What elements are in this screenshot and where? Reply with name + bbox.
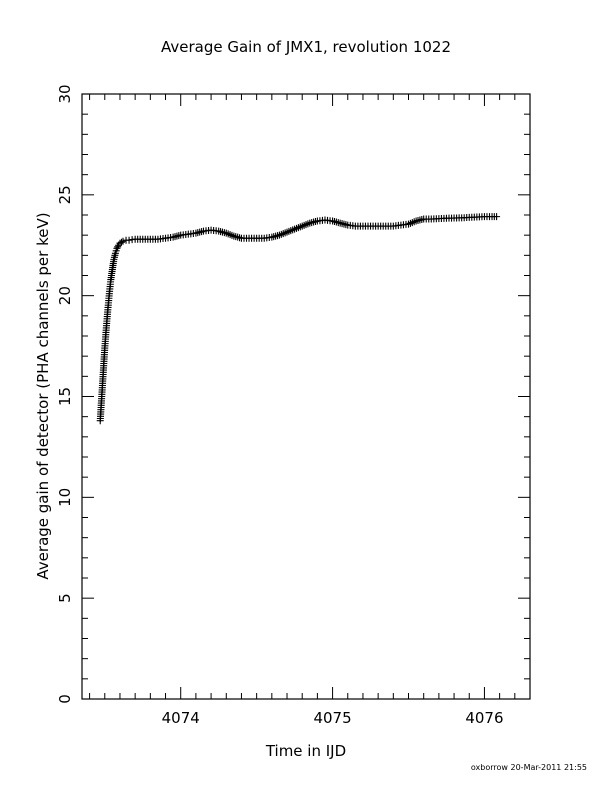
y-tick-label: 0: [56, 694, 74, 704]
data-point: [125, 236, 133, 244]
y-tick-label: 20: [56, 286, 74, 305]
x-tick-label: 4076: [465, 709, 503, 727]
data-series: [96, 213, 501, 425]
data-point: [119, 237, 127, 245]
data-point: [114, 243, 122, 251]
data-point: [493, 213, 501, 221]
y-axis: 0 5 10 15 20 25 30: [56, 84, 530, 704]
x-tick-label: 4074: [162, 709, 200, 727]
x-axis: 4074 4075 4076: [89, 94, 531, 727]
chart-title: Average Gain of JMX1, revolution 1022: [161, 38, 451, 56]
y-tick-label: 15: [56, 387, 74, 406]
footer-timestamp: oxborrow 20-Mar-2011 21:55: [471, 763, 587, 772]
y-axis-label: Average gain of detector (PHA channels p…: [34, 212, 52, 579]
data-point: [113, 244, 121, 252]
y-tick-label: 5: [56, 593, 74, 603]
x-tick-label: 4075: [313, 709, 351, 727]
plot-frame: [81, 93, 531, 700]
data-point: [117, 238, 125, 246]
y-tick-label: 25: [56, 185, 74, 204]
y-tick-label: 30: [56, 84, 74, 103]
x-axis-label: Time in IJD: [265, 742, 346, 760]
y-tick-label: 10: [56, 488, 74, 507]
